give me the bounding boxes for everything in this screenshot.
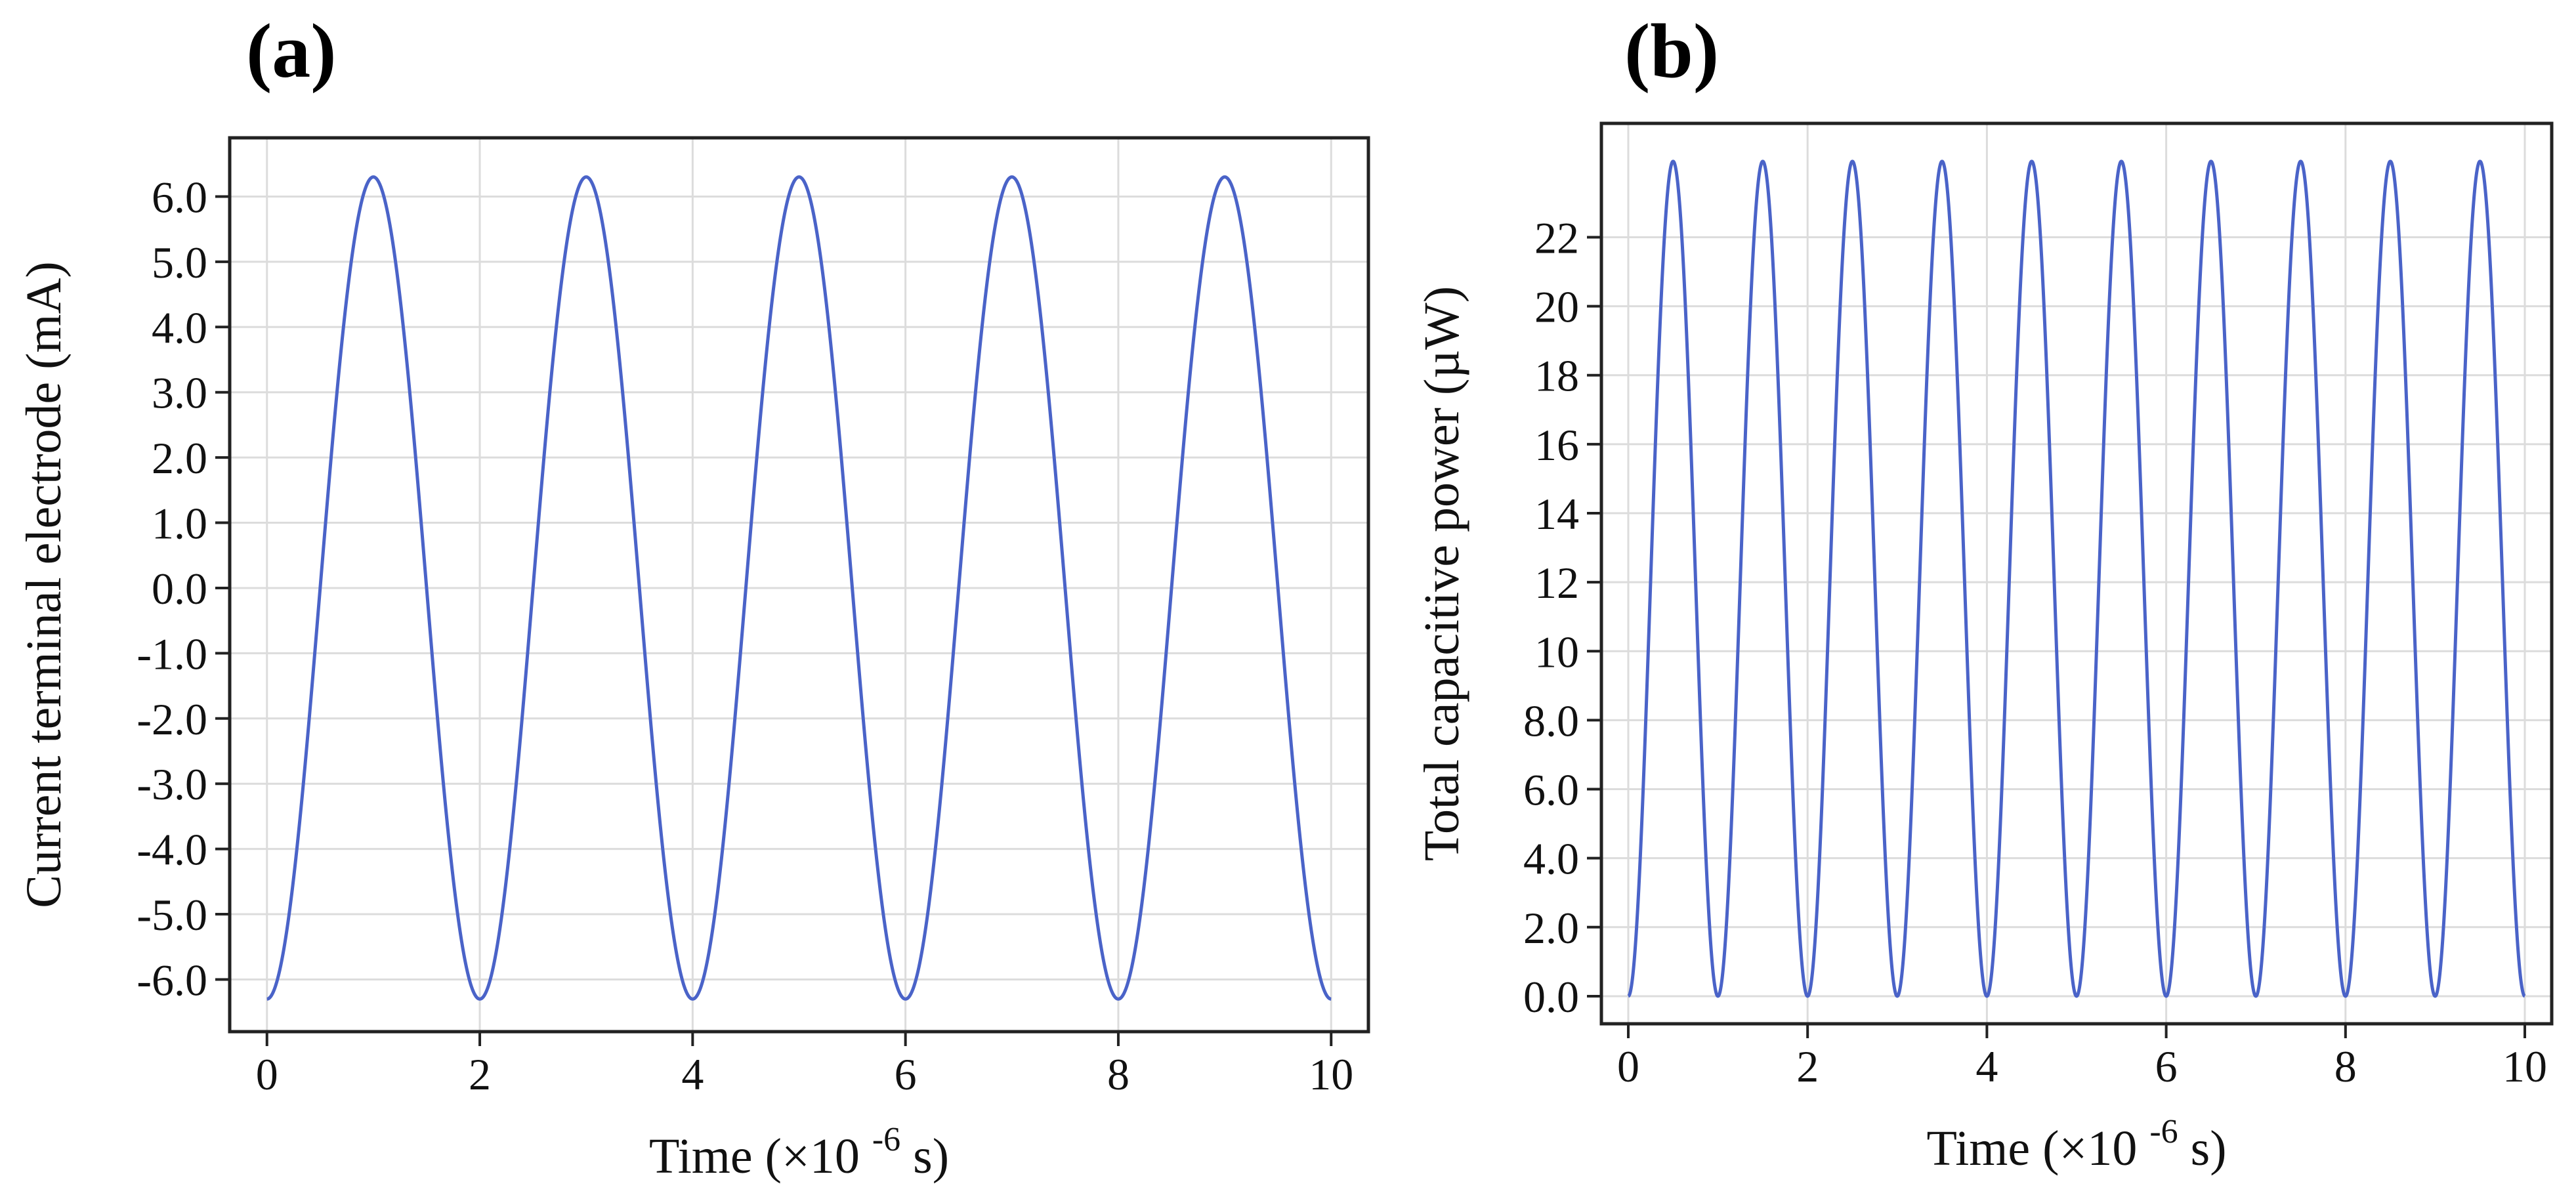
x-tick-label-b-2: 4 bbox=[1975, 1041, 1998, 1091]
x-tick-label-a-3: 6 bbox=[895, 1049, 917, 1099]
y-tick-label-a-3: 3.0 bbox=[152, 368, 207, 418]
y-tick-label-a-0: 6.0 bbox=[152, 172, 207, 222]
x-tick-label-b-5: 10 bbox=[2502, 1041, 2547, 1091]
x-tick-label-b-3: 6 bbox=[2155, 1041, 2178, 1091]
x-tick-label-a-5: 10 bbox=[1309, 1049, 1353, 1099]
chart-panel-a: (a) 0 2 4 6 8 10 6.0 5.0 4.0 3.0 2.0 1.0 0.0 -1.0 -2.0… bbox=[16, 8, 1370, 1184]
y-tick-label-a-2: 4.0 bbox=[152, 303, 207, 352]
y-tick-label-b-6: 10 bbox=[1534, 627, 1579, 677]
y-tick-label-b-11: 0.0 bbox=[1523, 972, 1579, 1022]
y-tick-label-b-3: 16 bbox=[1534, 420, 1579, 470]
chart-a-svg: 0 2 4 6 8 10 6.0 5.0 4.0 3.0 2.0 1.0 0.0 -1.0 -2.0 -3.0… bbox=[16, 136, 1370, 1184]
x-axis-title-b: Time (×10 -6 s) bbox=[1926, 1113, 2226, 1176]
y-tick-label-b-10: 2.0 bbox=[1523, 903, 1579, 953]
y-tick-label-b-0: 22 bbox=[1534, 213, 1579, 263]
y-tick-label-b-2: 18 bbox=[1534, 351, 1579, 401]
y-tick-label-b-1: 20 bbox=[1534, 282, 1579, 332]
y-tick-label-a-7: -1.0 bbox=[137, 629, 207, 679]
x-tick-label-b-1: 2 bbox=[1796, 1041, 1819, 1091]
x-tick-label-a-1: 2 bbox=[469, 1049, 491, 1099]
chart-b-svg: 0 2 4 6 8 10 22 20 18 16 14 12 10 8.0 6.0 4.0 2.0 0.0 Time… bbox=[1414, 121, 2554, 1176]
y-tick-label-b-8: 6.0 bbox=[1523, 765, 1579, 815]
y-axis-title-a: Current terminal electrode (mA) bbox=[16, 261, 72, 908]
chart-panel-b: (b) 0 2 4 6 8 10 22 20 18 16 14 12 10 8.0 6.0 4.0 2.0 0.0… bbox=[1411, 0, 2576, 1199]
x-tick-label-b-4: 8 bbox=[2334, 1041, 2357, 1091]
grid-a bbox=[230, 138, 1368, 1032]
plot-frame-a bbox=[228, 136, 1370, 1034]
panel-label-a: (a) bbox=[246, 8, 337, 94]
series-line-b bbox=[1627, 159, 2526, 998]
y-tick-label-a-9: -3.0 bbox=[137, 759, 207, 809]
y-tick-label-a-6: 0.0 bbox=[152, 564, 207, 614]
y-tick-label-a-1: 5.0 bbox=[152, 238, 207, 287]
x-tick-label-a-0: 0 bbox=[256, 1049, 278, 1099]
y-tick-label-b-9: 4.0 bbox=[1523, 834, 1579, 884]
series-line-a bbox=[265, 175, 1333, 1001]
y-axis-title-b: Total capacitive power (µW) bbox=[1414, 286, 1469, 861]
y-tick-label-a-10: -4.0 bbox=[137, 825, 207, 875]
x-tick-label-a-4: 8 bbox=[1107, 1049, 1130, 1099]
y-tick-label-a-12: -6.0 bbox=[137, 955, 207, 1005]
y-tick-label-a-5: 1.0 bbox=[152, 499, 207, 549]
x-axis-title-a: Time (×10 -6 s) bbox=[649, 1121, 949, 1184]
y-tick-label-b-7: 8.0 bbox=[1523, 696, 1579, 746]
y-tick-label-b-5: 12 bbox=[1534, 558, 1579, 608]
y-tick-label-a-8: -2.0 bbox=[137, 694, 207, 744]
y-tick-label-a-11: -5.0 bbox=[137, 890, 207, 940]
panel-label-b: (b) bbox=[1624, 8, 1720, 94]
x-tick-label-a-2: 4 bbox=[681, 1049, 704, 1099]
y-tick-label-a-4: 2.0 bbox=[152, 433, 207, 483]
plot-frame-b bbox=[1599, 121, 2554, 1026]
y-tick-label-b-4: 14 bbox=[1534, 489, 1579, 539]
x-tick-label-b-0: 0 bbox=[1617, 1041, 1639, 1091]
grid-b bbox=[1601, 123, 2552, 1024]
